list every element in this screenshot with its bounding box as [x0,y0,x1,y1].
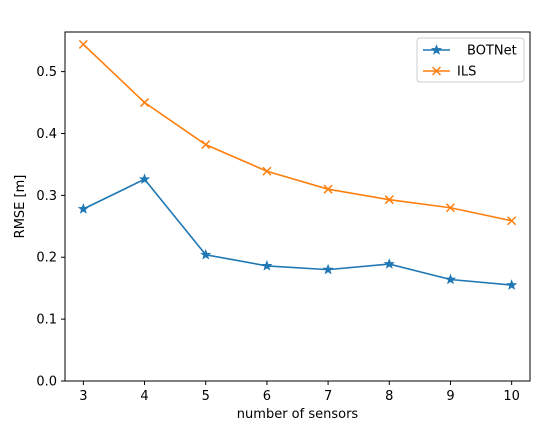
data-point-botnet [322,263,334,275]
data-point-ils [445,203,455,213]
x-tick-label: 3 [79,389,87,404]
data-point-botnet [444,273,457,285]
x-tick-label: 6 [263,389,271,404]
data-point-ils [201,140,211,150]
series-botnet [77,173,518,290]
data-point-ils [262,166,272,176]
data-point-botnet [261,260,273,271]
legend-label: ILS [457,65,476,80]
y-tick-label: 0.4 [36,127,57,142]
x-tick-label: 7 [324,389,332,404]
y-tick-label: 0.5 [36,65,57,80]
data-point-ils [323,184,333,194]
data-point-ils [384,195,394,205]
y-tick-label: 0.1 [36,313,57,328]
y-axis-label: RMSE [m] [13,175,28,239]
legend-marker [430,44,443,55]
legend-label: BOTNet [467,44,517,59]
x-tick-label: 9 [446,389,454,404]
data-point-botnet [138,173,151,185]
x-tick-label: 4 [140,389,148,404]
legend-entry: ILS [423,65,476,80]
series-line-ils [82,43,512,222]
legend-marker [431,66,442,76]
data-point-botnet [506,279,518,290]
x-axis-label: number of sensors [237,407,359,422]
x-tick-label: 8 [385,389,393,404]
plot-frame [64,31,531,382]
legend: BOTNet ILS [416,37,525,83]
data-point-botnet [77,203,89,214]
series-line-botnet [83,178,512,286]
data-point-ils [140,98,150,108]
data-point-botnet [200,248,212,260]
data-point-botnet [383,258,395,269]
series-ils [78,39,517,226]
data-point-ils [507,216,517,226]
x-tick-label: 10 [503,389,520,404]
x-tick-label: 5 [202,389,210,404]
y-tick-label: 0.0 [36,375,57,390]
data-point-ils [78,39,88,49]
y-tick-label: 0.2 [36,251,57,266]
legend-entry: BOTNet [423,44,517,59]
y-tick-label: 0.3 [36,189,57,204]
